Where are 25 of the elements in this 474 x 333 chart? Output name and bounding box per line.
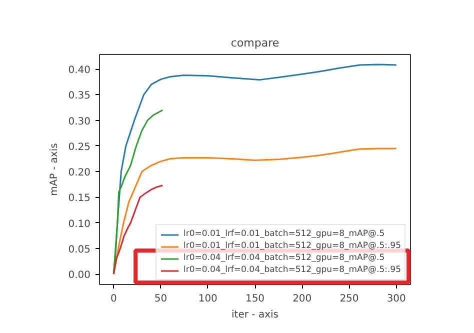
y-tick-label: 0.20: [68, 168, 90, 179]
line-series: [112, 184, 164, 275]
line-series: [112, 109, 164, 275]
y-tick-label: 0.15: [68, 193, 90, 204]
y-tick-label: 0.10: [68, 218, 90, 230]
x-tick-label: 0: [110, 294, 117, 304]
x-tick-label: 50: [154, 294, 168, 304]
x-tick-label: 250: [340, 294, 359, 304]
legend-label: lr0=0.04_lrf=0.04_batch=512_gpu=8_mAP@.5: [184, 253, 385, 263]
x-tick-label: 150: [245, 294, 265, 304]
y-axis-title: mAP - axis: [49, 143, 60, 196]
x-axis-title: iter - axis: [232, 310, 278, 320]
y-tick-label: 0.35: [68, 90, 90, 102]
y-tick-label: 0.05: [68, 244, 90, 256]
x-tick-label: 300: [386, 294, 406, 304]
y-tick-label: 0.25: [68, 142, 90, 153]
y-tick-label: 0.00: [68, 270, 90, 282]
y-tick-label: 0.40: [68, 65, 90, 76]
legend-label: lr0=0.04_lrf=0.04_batch=512_gpu=8_mAP@.5:.95: [184, 265, 401, 275]
legend-label: lr0=0.01_lrf=0.01_batch=512_gpu=8_mAP@.5: [184, 229, 385, 239]
chart-title: compare: [230, 36, 280, 50]
x-tick-label: 200: [292, 294, 312, 304]
legend-label: lr0=0.01_lrf=0.01_batch=512_gpu=8_mAP@.5:.95: [184, 241, 401, 251]
x-tick-label: 100: [198, 294, 218, 304]
y-tick-label: 0.30: [68, 116, 90, 128]
